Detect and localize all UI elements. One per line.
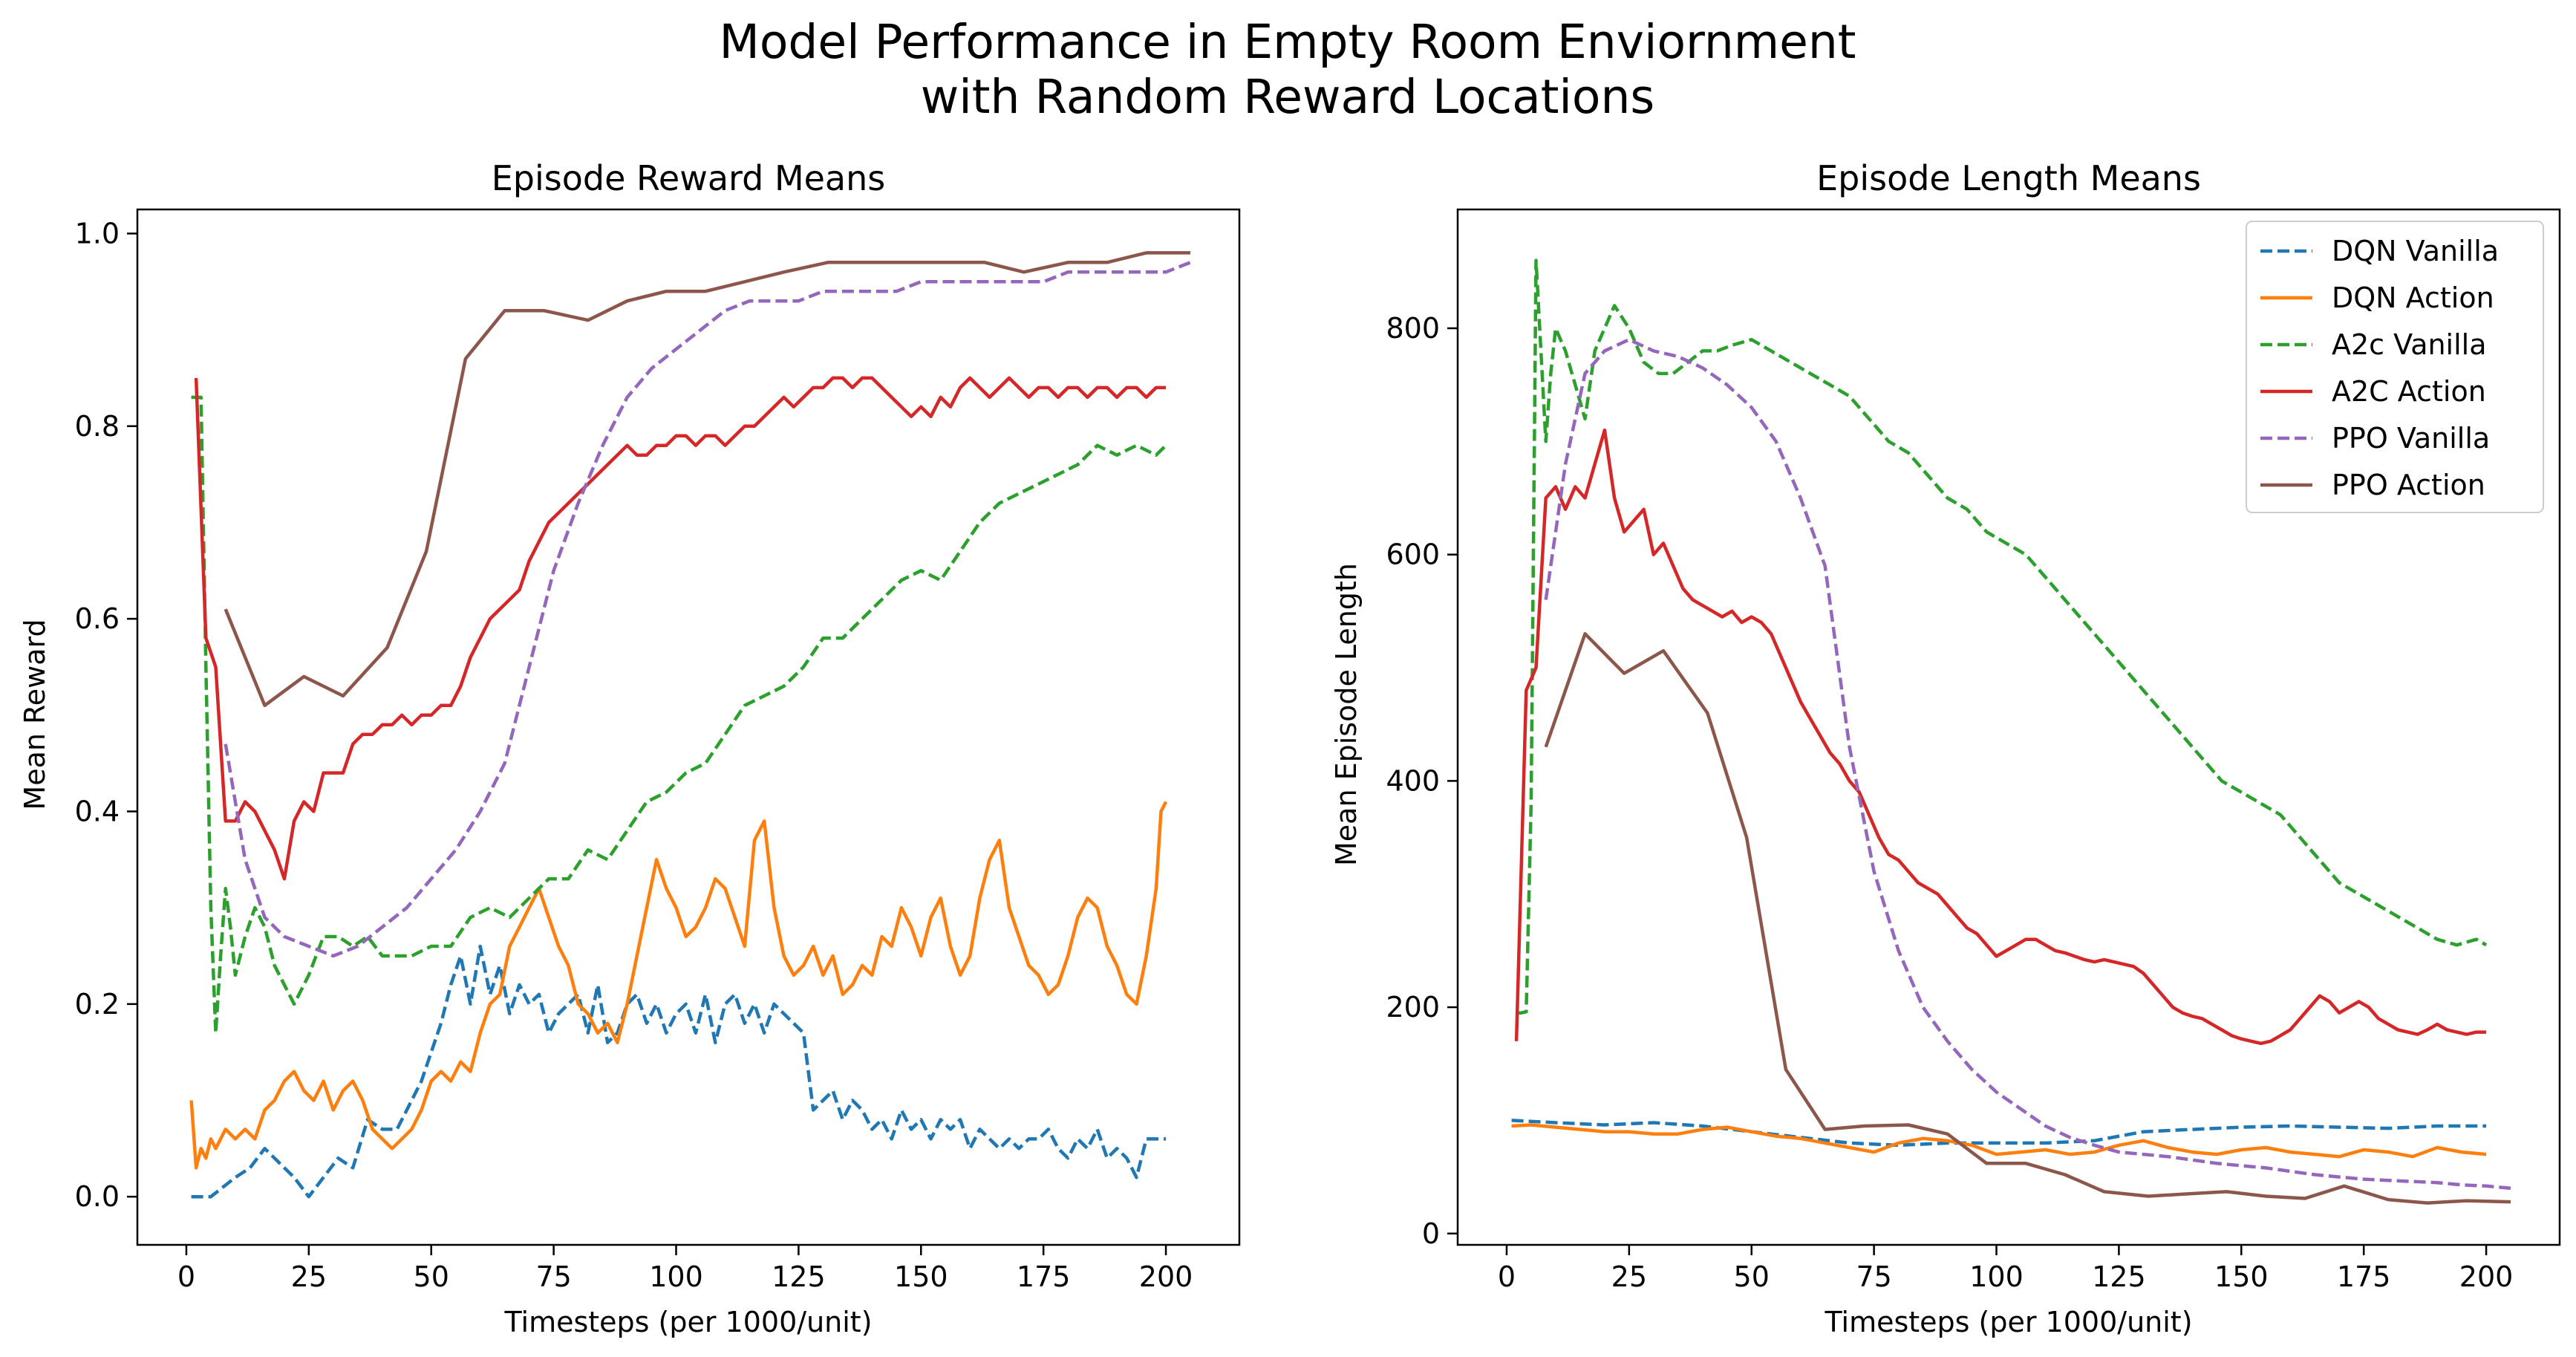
legend-box (2246, 221, 2544, 513)
reward-series-lines (189, 251, 1191, 1199)
reward-y-axis-label: Mean Reward (19, 619, 51, 810)
length-x-tick-label: 0 (1498, 1260, 1516, 1293)
reward-x-tick-label: 200 (1139, 1260, 1193, 1293)
reward-y-tick-label: 0.4 (75, 795, 120, 827)
length-panel-title: Episode Length Means (1816, 158, 2201, 198)
length-y-tick-label: 200 (1386, 991, 1440, 1024)
reward-panel-title: Episode Reward Means (492, 158, 886, 198)
length-series-a2c-action (1514, 428, 2487, 1046)
length-series-dqn-vanilla (1511, 1119, 2487, 1148)
reward-y-tick-label: 0.0 (75, 1180, 120, 1213)
length-x-tick-label: 150 (2214, 1260, 2269, 1293)
reward-y-tick-label: 0.6 (75, 602, 120, 635)
reward-y-tick-label: 1.0 (75, 217, 120, 250)
reward-means-panel: Episode Reward Means Timesteps (per 1000… (19, 158, 1241, 1338)
length-x-tick-label: 25 (1611, 1260, 1647, 1293)
length-x-axis-label: Timesteps (per 1000/unit) (1824, 1306, 2192, 1338)
legend-label: PPO Vanilla (2332, 422, 2490, 455)
reward-x-tick-label: 50 (414, 1260, 449, 1293)
length-y-tick-label: 400 (1386, 764, 1440, 797)
reward-series-dqn-action (189, 801, 1168, 1170)
legend-label: PPO Action (2332, 469, 2485, 501)
length-x-tick-label: 125 (2092, 1260, 2146, 1293)
length-series-ppo-action (1544, 632, 2511, 1205)
reward-axis-ticks: 0 25 50 75 100 125 150 175 200 0.0 0.2 0.4 0.6 0.8 1.0 (75, 217, 1193, 1293)
length-x-tick-label: 175 (2337, 1260, 2391, 1293)
length-y-tick-label: 800 (1386, 312, 1440, 345)
length-series-lines (1511, 258, 2511, 1205)
length-x-tick-label: 100 (1969, 1260, 2024, 1293)
reward-series-ppo-vanilla (224, 261, 1191, 958)
legend-label: DQN Action (2332, 282, 2494, 314)
length-x-tick-label: 75 (1856, 1260, 1891, 1293)
reward-x-tick-label: 25 (291, 1260, 327, 1293)
length-series-dqn-action (1511, 1123, 2487, 1159)
length-series-a2c-vanilla (1516, 258, 2488, 1015)
reward-series-ppo-action (224, 251, 1190, 708)
length-x-tick-label: 200 (2459, 1260, 2514, 1293)
length-x-tick-label: 50 (1734, 1260, 1770, 1293)
length-y-axis-label: Mean Episode Length (1330, 563, 1363, 866)
length-y-tick-label: 600 (1386, 538, 1440, 571)
reward-x-tick-label: 100 (649, 1260, 703, 1293)
reward-x-tick-label: 150 (894, 1260, 948, 1293)
figure-title-line-2: with Random Reward Locations (921, 70, 1654, 124)
legend-label: DQN Vanilla (2332, 235, 2499, 267)
reward-plot-frame (136, 208, 1241, 1246)
reward-x-axis-label: Timesteps (per 1000/unit) (503, 1306, 872, 1338)
reward-x-tick-label: 125 (772, 1260, 826, 1293)
reward-series-a2c-action (194, 376, 1167, 881)
reward-series-dqn-vanilla (191, 944, 1167, 1199)
length-means-panel: Episode Length Means Timesteps (per 1000… (1330, 158, 2561, 1338)
reward-x-tick-label: 0 (177, 1260, 195, 1293)
length-series-ppo-vanilla (1544, 337, 2511, 1191)
reward-y-tick-label: 0.8 (75, 410, 120, 443)
length-axis-ticks: 0 25 50 75 100 125 150 175 200 0 200 400 600 800 (1386, 312, 2513, 1293)
legend-label: A2C Action (2332, 375, 2486, 408)
reward-x-tick-label: 75 (535, 1260, 571, 1293)
reward-series-a2c-vanilla (191, 395, 1167, 1035)
reward-x-tick-label: 175 (1017, 1260, 1071, 1293)
legend: DQN Vanilla DQN Action A2c Vanilla A2C Acti… (2246, 221, 2544, 513)
reward-y-tick-label: 0.2 (75, 988, 120, 1021)
legend-label: A2c Vanilla (2332, 328, 2487, 361)
length-plot-frame (1456, 208, 2561, 1246)
length-y-tick-label: 0 (1422, 1217, 1440, 1250)
figure-title-line-1: Model Performance in Empty Room Enviornm… (719, 15, 1856, 69)
